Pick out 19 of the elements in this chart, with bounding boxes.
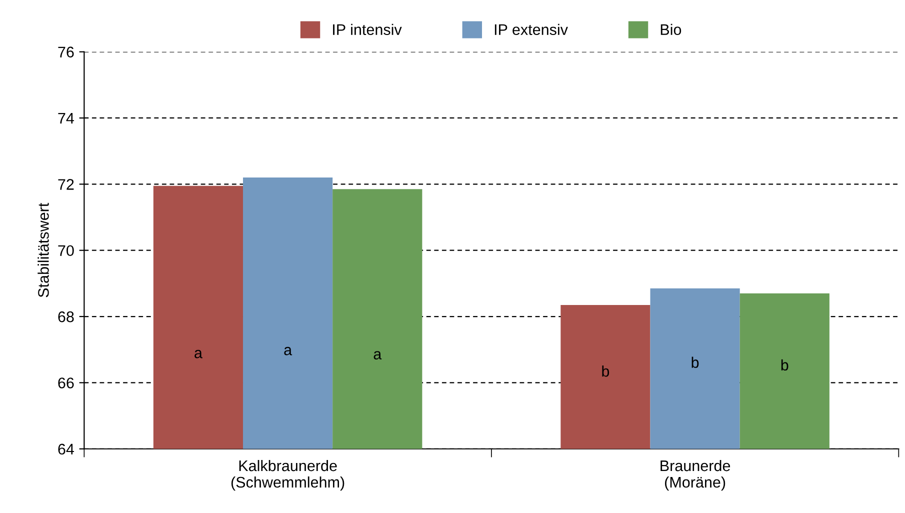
y-tick-label: 72 (58, 179, 74, 190)
y-tick-label: 64 (58, 444, 74, 455)
legend-label: IP extensiv (494, 24, 568, 36)
annotation: a (284, 346, 292, 356)
annotation: a (194, 350, 202, 358)
y-axis-title: Stabilitätswert (38, 202, 49, 298)
y-tick-label: 76 (58, 46, 74, 58)
legend-label: Bio (660, 24, 682, 36)
y-tick-label: 74 (58, 113, 74, 124)
y-tick-label: 66 (58, 378, 74, 388)
legend-label: IP intensiv (333, 24, 402, 36)
x-tick-label: Kalkbraunerde (Schwemmlehm) (231, 460, 344, 491)
annotation: b (602, 365, 610, 377)
y-tick-label: 70 (58, 245, 74, 256)
annotation: b (692, 356, 699, 368)
annotation: b (781, 359, 788, 371)
x-tick-label: Braunerde (Moräne) (660, 460, 730, 491)
annotation: a (374, 351, 382, 360)
y-tick-label: 68 (58, 311, 74, 322)
